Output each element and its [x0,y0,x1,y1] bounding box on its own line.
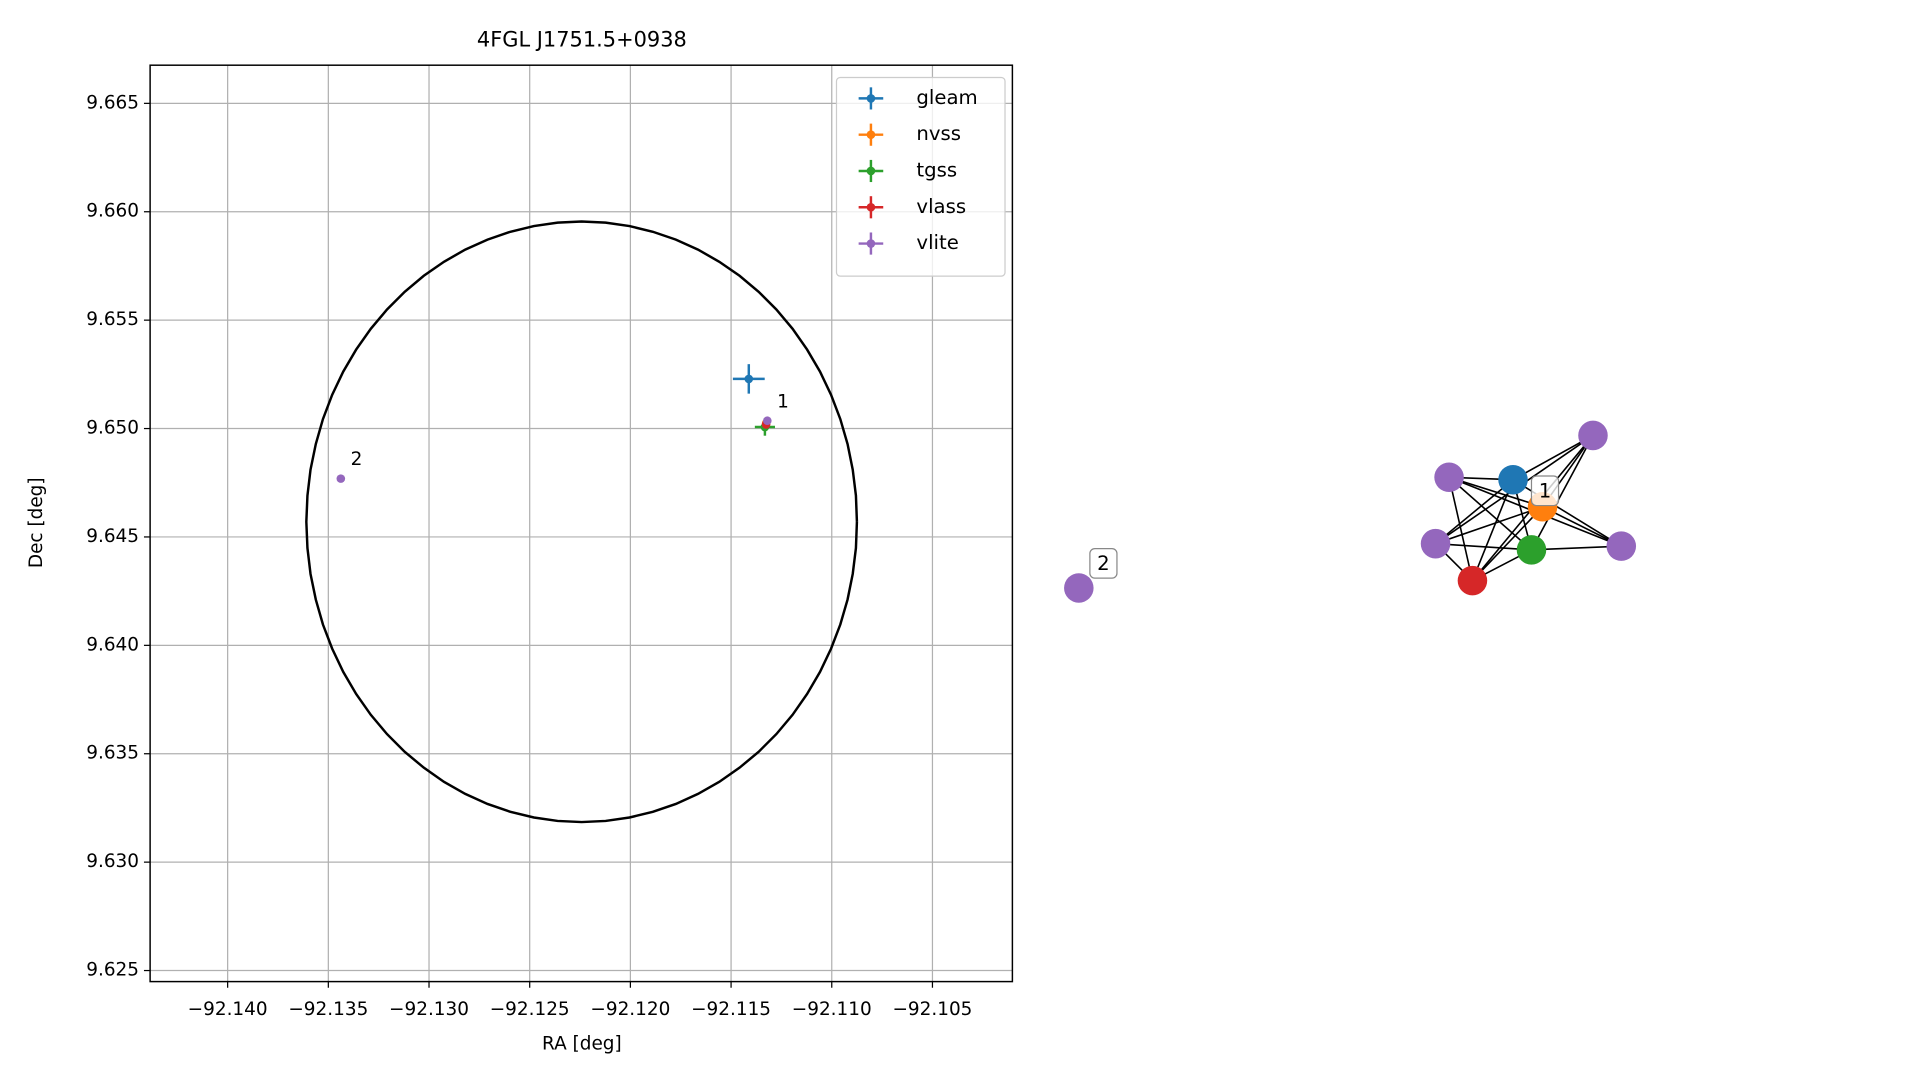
y-tick-label: 9.640 [86,634,139,655]
network: 1 2 [1064,420,1637,603]
node-label: 2 [1097,552,1110,575]
edge [1471,479,1514,581]
edge [1531,545,1622,551]
edge [1512,434,1594,481]
legend-label: nvss [916,122,961,145]
y-tick-label: 9.655 [86,309,139,330]
node [1457,565,1488,596]
edge [1435,542,1532,551]
y-tick-label: 9.665 [86,92,139,113]
point [744,374,754,384]
legend-label: vlite [916,231,958,254]
node [1064,573,1094,603]
y-tick-label: 9.630 [86,851,139,872]
node [1498,464,1528,495]
edge [1530,435,1594,551]
node [1516,535,1547,565]
node-label-box [1089,547,1118,579]
y-tick-label: 9.645 [86,526,139,547]
error-ellipse [305,220,859,824]
annotation: 2 [351,449,363,470]
legend-marker [866,166,876,176]
x-tick-label: −92.105 [892,999,972,1020]
chart-title: 4FGL J1751.5+0938 [477,28,687,52]
point [336,474,346,483]
node [1606,531,1637,561]
plot-frame [149,64,1014,983]
edge [1448,477,1474,581]
legend-label: tgss [916,158,957,181]
edge [1448,476,1543,508]
annotation: 1 [777,391,789,412]
edge [1448,476,1533,551]
y-tick-label: 9.660 [86,201,139,222]
edge [1435,506,1543,545]
x-tick-label: −92.125 [490,999,570,1020]
point [763,416,772,426]
node [1420,528,1451,559]
node [1578,420,1608,451]
x-tick-label: −92.135 [288,999,368,1020]
legend-marker [866,94,876,103]
edge [1471,506,1544,582]
y-tick-label: 9.635 [86,743,139,764]
y-axis-label: Dec [deg] [26,477,47,568]
node-label-box [1530,475,1560,507]
edge [1435,479,1514,545]
x-axis-label: RA [deg] [542,1033,622,1054]
legend-marker [866,239,876,248]
legend-marker [866,202,876,212]
legend-label: gleam [916,86,977,109]
x-tick-label: −92.120 [590,999,670,1020]
node [1434,462,1464,493]
legend-label: vlass [916,195,966,218]
y-tick-label: 9.650 [86,418,139,439]
x-tick-label: −92.140 [188,999,268,1020]
node-label: 1 [1539,480,1552,503]
y-tick-label: 9.625 [86,960,139,981]
x-tick-label: −92.110 [792,999,872,1020]
legend-box [835,76,1006,277]
legend-marker [866,130,876,139]
x-tick-label: −92.115 [691,999,771,1020]
x-tick-label: −92.130 [389,999,469,1020]
